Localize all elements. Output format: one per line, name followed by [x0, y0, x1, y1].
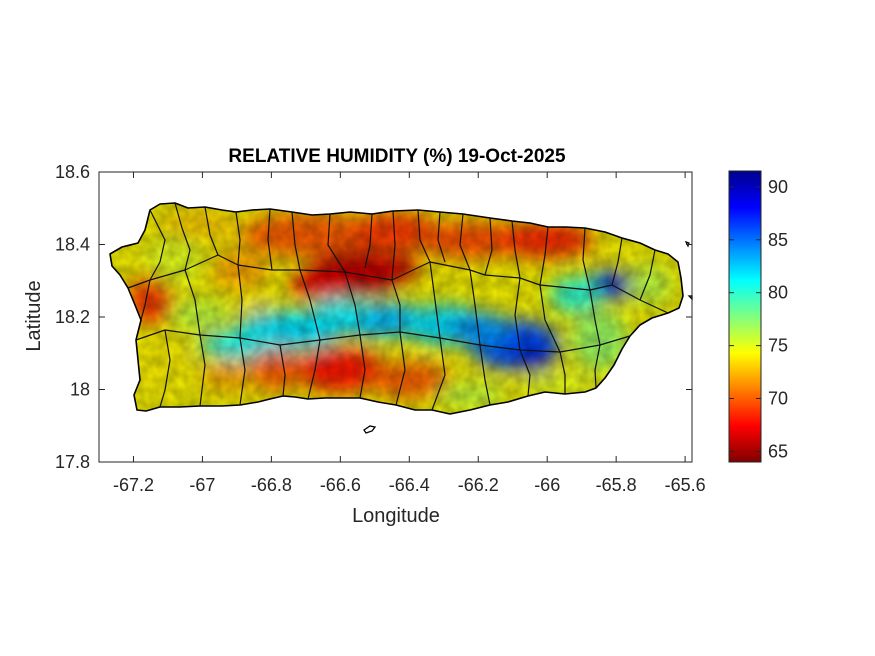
colorbar-tick-label: 90	[768, 177, 788, 197]
municipality-boundary	[127, 254, 669, 314]
municipality-boundary	[479, 344, 491, 406]
colorbar-tick-label: 85	[768, 230, 788, 250]
municipality-boundary	[267, 208, 273, 271]
municipality-boundary	[514, 277, 521, 351]
municipality-boundary	[235, 211, 241, 266]
x-tick-label: -66.2	[458, 475, 499, 495]
humidity-field	[110, 203, 683, 414]
y-axis: 17.8 18 18.2 18.4 18.6	[55, 162, 692, 472]
municipality-boundary	[149, 209, 166, 281]
municipality-boundary	[594, 344, 601, 389]
municipality-boundary	[484, 217, 493, 276]
x-tick-label: -66.4	[389, 475, 430, 495]
municipality-boundary	[364, 213, 373, 269]
municipality-boundary	[299, 269, 321, 341]
y-tick-label: 18.4	[55, 235, 90, 255]
x-tick-label: -65.6	[665, 475, 706, 495]
municipality-boundary	[431, 337, 446, 411]
y-tick-label: 17.8	[55, 452, 90, 472]
municipality-boundary	[359, 334, 366, 399]
chart-title: RELATIVE HUMIDITY (%) 19-Oct-2025	[228, 146, 566, 167]
colorbar-tick-label: 65	[768, 441, 788, 461]
x-tick-label: -67	[189, 475, 215, 495]
y-tick-label: 18.2	[55, 307, 90, 327]
municipality-boundary	[237, 264, 243, 339]
colorbar-ticks: 65 70 75 80 85 90	[729, 177, 788, 461]
colorbar-tick-label: 70	[768, 389, 788, 409]
x-tick-label: -66	[534, 475, 560, 495]
municipality-boundary	[519, 349, 531, 397]
colorbar-tick-label: 75	[768, 336, 788, 356]
municipality-boundary	[239, 337, 246, 406]
y-axis-label: Latitude	[23, 280, 45, 351]
municipality-boundary	[184, 269, 201, 336]
caja-de-muertos-island	[363, 425, 377, 434]
y-tick-label: 18	[70, 380, 90, 400]
x-tick-label: -65.8	[596, 475, 637, 495]
municipality-boundary	[291, 211, 301, 271]
municipality-boundary	[582, 227, 591, 291]
municipality-boundary	[140, 279, 151, 321]
municipality-boundary	[344, 271, 361, 336]
colorbar-tick-label: 80	[768, 283, 788, 303]
municipality-boundary	[279, 344, 286, 397]
municipality-boundary	[204, 206, 219, 256]
municipality-boundary	[437, 211, 446, 263]
municipality-boundary	[469, 269, 481, 346]
municipality-boundary	[174, 202, 191, 271]
x-axis-label: Longitude	[352, 505, 440, 527]
municipality-boundary	[199, 334, 206, 407]
municipality-boundary	[395, 331, 406, 406]
municipality-boundary	[559, 351, 566, 394]
municipality-boundary	[589, 289, 601, 346]
municipality-boundary	[539, 284, 561, 353]
x-tick-label: -67.2	[113, 475, 154, 495]
municipality-boundary	[417, 209, 431, 263]
municipality-boundaries	[127, 202, 669, 411]
municipality-boundary	[391, 210, 396, 281]
y-tick-label: 18.6	[55, 162, 90, 182]
municipality-boundary	[327, 213, 346, 273]
municipality-boundary	[539, 226, 549, 286]
municipality-boundary	[429, 261, 441, 339]
municipality-boundary	[611, 237, 623, 286]
municipality-boundary	[307, 339, 321, 400]
municipality-boundary	[459, 213, 471, 271]
colorbar	[728, 170, 762, 463]
municipality-boundary	[391, 279, 401, 332]
municipality-boundary	[135, 329, 631, 353]
x-tick-label: -66.8	[251, 475, 292, 495]
island-outline	[109, 202, 684, 415]
municipality-boundary	[639, 249, 656, 301]
x-tick-label: -66.6	[320, 475, 361, 495]
municipality-boundary	[511, 220, 521, 279]
field-speckle	[110, 203, 683, 414]
municipality-boundary	[159, 329, 171, 408]
x-axis: -67.2 -67 -66.8 -66.6 -66.4 -66.2 -66 -65.8 -65.…	[113, 172, 706, 495]
